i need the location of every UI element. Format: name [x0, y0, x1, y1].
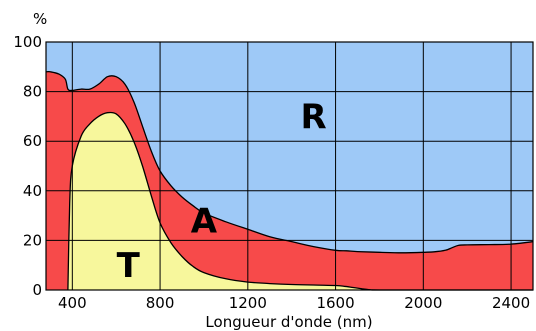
- y-tick-label: 20: [23, 231, 42, 249]
- x-tick-label: 1600: [316, 294, 354, 312]
- y-tick-label: 100: [13, 33, 42, 51]
- x-tick-label: 800: [146, 294, 175, 312]
- gridlines: [46, 42, 533, 290]
- y-tick-label: 0: [32, 281, 42, 299]
- x-axis-label: Longueur d'onde (nm): [205, 313, 372, 331]
- y-tick-label: 80: [23, 83, 42, 101]
- x-tick-label: 2000: [404, 294, 442, 312]
- curve-reflectance-boundary: [45, 70, 534, 254]
- y-tick-label: 60: [23, 132, 42, 150]
- region-a-fill: [46, 71, 533, 290]
- region-label-t: T: [117, 246, 141, 286]
- x-tick-labels: 400 800 1200 1600 2000 2400: [58, 294, 530, 312]
- plot-areas: [46, 71, 534, 290]
- region-label-a: A: [191, 202, 218, 242]
- region-labels: R A T: [117, 97, 327, 286]
- y-axis-label: %: [33, 10, 47, 28]
- region-label-r: R: [301, 97, 327, 137]
- plot-frame: [45, 41, 534, 291]
- region-t-fill: [67, 112, 534, 290]
- x-tick-label: 400: [58, 294, 87, 312]
- y-tick-label: 40: [23, 182, 42, 200]
- y-tick-labels: 0 20 40 60 80 100: [13, 33, 42, 299]
- x-tick-label: 1200: [229, 294, 267, 312]
- x-tick-label: 2400: [492, 294, 530, 312]
